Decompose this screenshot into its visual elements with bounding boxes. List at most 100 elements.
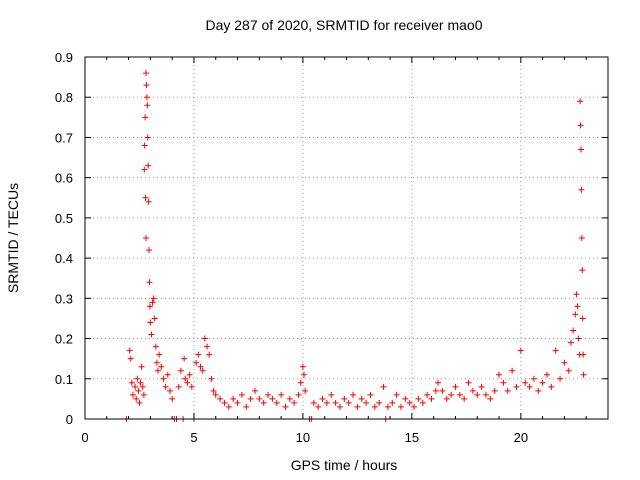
- data-point: [127, 355, 134, 362]
- data-point: [332, 399, 339, 406]
- y-tick-label: 0: [66, 412, 73, 427]
- data-point: [199, 367, 206, 374]
- data-point: [526, 383, 533, 390]
- data-point: [552, 347, 559, 354]
- data-point: [146, 247, 153, 254]
- grid-lines: [85, 57, 608, 419]
- data-point: [169, 395, 176, 402]
- data-point: [319, 395, 326, 402]
- data-point: [143, 94, 150, 101]
- data-point: [358, 395, 365, 402]
- data-point: [448, 391, 455, 398]
- x-axis-label: GPS time / hours: [291, 457, 398, 473]
- data-point: [132, 383, 139, 390]
- data-point: [350, 391, 357, 398]
- data-point: [371, 403, 378, 410]
- data-point: [129, 391, 136, 398]
- data-point: [517, 347, 524, 354]
- data-point: [210, 387, 217, 394]
- data-point: [424, 391, 431, 398]
- data-point: [217, 395, 224, 402]
- data-point: [572, 311, 579, 318]
- data-point: [225, 403, 232, 410]
- data-point: [212, 391, 219, 398]
- y-tick-label: 0.5: [55, 211, 73, 226]
- data-point: [188, 383, 195, 390]
- data-point: [286, 395, 293, 402]
- data-point: [380, 383, 387, 390]
- data-point: [570, 327, 577, 334]
- data-point: [135, 387, 142, 394]
- data-point: [432, 387, 439, 394]
- data-point: [146, 303, 153, 310]
- data-point: [265, 391, 272, 398]
- data-point: [299, 363, 306, 370]
- data-point: [128, 379, 135, 386]
- data-point: [164, 371, 171, 378]
- data-point: [148, 331, 155, 338]
- chart-title: Day 287 of 2020, SRMTID for receiver mao…: [205, 17, 482, 33]
- data-point: [140, 391, 147, 398]
- y-tick-label: 0.8: [55, 90, 73, 105]
- data-point: [461, 395, 468, 402]
- data-point: [144, 134, 151, 141]
- data-point: [345, 399, 352, 406]
- data-point: [578, 186, 585, 193]
- data-point: [402, 395, 409, 402]
- data-point: [149, 299, 156, 306]
- data-points: [123, 70, 587, 422]
- data-point: [302, 387, 309, 394]
- x-tick-label: 15: [405, 430, 419, 445]
- data-point: [557, 375, 564, 382]
- data-point: [282, 403, 289, 410]
- data-point: [143, 70, 150, 77]
- data-point: [415, 395, 422, 402]
- data-point: [144, 102, 151, 109]
- data-point: [393, 391, 400, 398]
- data-point: [133, 395, 140, 402]
- x-tick-label: 0: [81, 430, 88, 445]
- data-point: [166, 387, 173, 394]
- data-point: [328, 391, 335, 398]
- data-point: [428, 395, 435, 402]
- data-point: [456, 391, 463, 398]
- y-tick-label: 0.1: [55, 372, 73, 387]
- data-point: [193, 359, 200, 366]
- axis-ticks: 0 5 10 15 20 0 0.1 0.2 0.3 0.4 0.5 0.6 0.7 0.8 0.9: [55, 50, 608, 445]
- data-point: [577, 122, 584, 129]
- data-point: [206, 351, 213, 358]
- data-point: [367, 391, 374, 398]
- data-point: [243, 403, 250, 410]
- data-point: [535, 387, 542, 394]
- data-point: [208, 375, 215, 382]
- data-point: [411, 403, 418, 410]
- data-point: [567, 339, 574, 346]
- data-point: [143, 82, 150, 89]
- data-point: [439, 387, 446, 394]
- data-point: [150, 295, 157, 302]
- data-point: [182, 375, 189, 382]
- data-point: [297, 379, 304, 386]
- data-point: [141, 142, 148, 149]
- data-point: [500, 379, 507, 386]
- data-point: [579, 315, 586, 322]
- data-point: [291, 399, 298, 406]
- data-point: [175, 383, 182, 390]
- data-point: [579, 267, 586, 274]
- x-tick-label: 10: [296, 430, 310, 445]
- data-point: [354, 403, 361, 410]
- data-point: [363, 399, 370, 406]
- data-point: [522, 379, 529, 386]
- data-point: [230, 395, 237, 402]
- y-tick-label: 0.7: [55, 130, 73, 145]
- data-point: [419, 399, 426, 406]
- data-point: [301, 371, 308, 378]
- data-point: [269, 395, 276, 402]
- data-point: [238, 391, 245, 398]
- y-axis-label: SRMTID / TECUs: [5, 183, 21, 293]
- data-point: [561, 359, 568, 366]
- data-point: [145, 198, 152, 205]
- data-point: [397, 403, 404, 410]
